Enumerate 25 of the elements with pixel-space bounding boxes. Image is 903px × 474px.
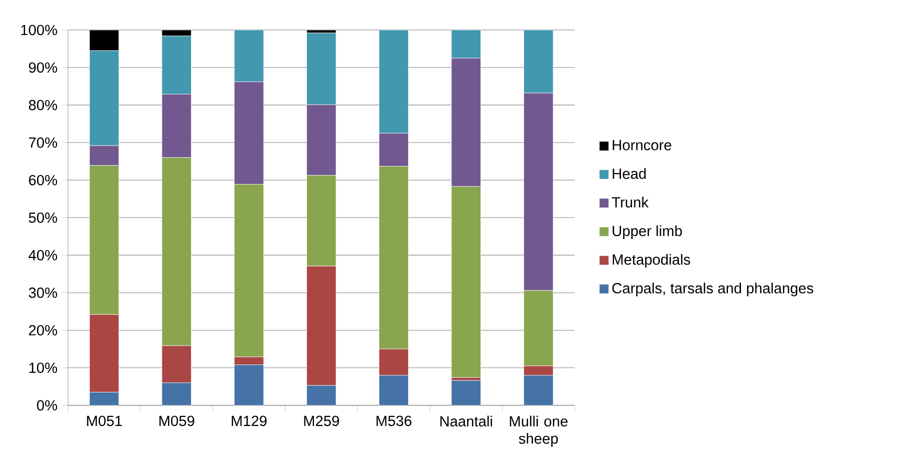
x-tick-label: M129: [232, 416, 267, 426]
y-tick-label: 80%: [28, 100, 58, 110]
x-tick-label: M259: [304, 416, 339, 426]
legend-label: Head: [612, 168, 646, 179]
legend-label: Horncore: [612, 140, 672, 150]
legend-label: Metapodials: [612, 254, 690, 268]
x-tick-label: Mulli one sheep: [510, 416, 568, 447]
legend-label: Upper limb: [612, 225, 682, 240]
y-tick-label: 30%: [28, 288, 58, 298]
y-tick-label: 50%: [28, 212, 58, 223]
x-tick-label: M051: [87, 416, 122, 426]
y-tick-label: 70%: [29, 137, 58, 148]
y-tick-label: 0%: [36, 400, 58, 411]
y-tick-label: 10%: [29, 362, 58, 373]
y-tick-label: 90%: [28, 62, 58, 73]
y-tick-label: 100%: [21, 24, 58, 36]
y-tick-label: 60%: [29, 174, 58, 186]
legend-label: Trunk: [612, 196, 649, 208]
x-tick-label: M059: [159, 416, 194, 426]
legend-label: Carpals, tarsals and phalanges: [612, 282, 814, 296]
bar: [451, 380, 481, 406]
x-tick-label: Naantali: [440, 416, 492, 426]
x-tick-label: M536: [376, 416, 412, 426]
y-tick-label: 40%: [28, 250, 58, 260]
y-tick-label: 20%: [28, 325, 58, 336]
